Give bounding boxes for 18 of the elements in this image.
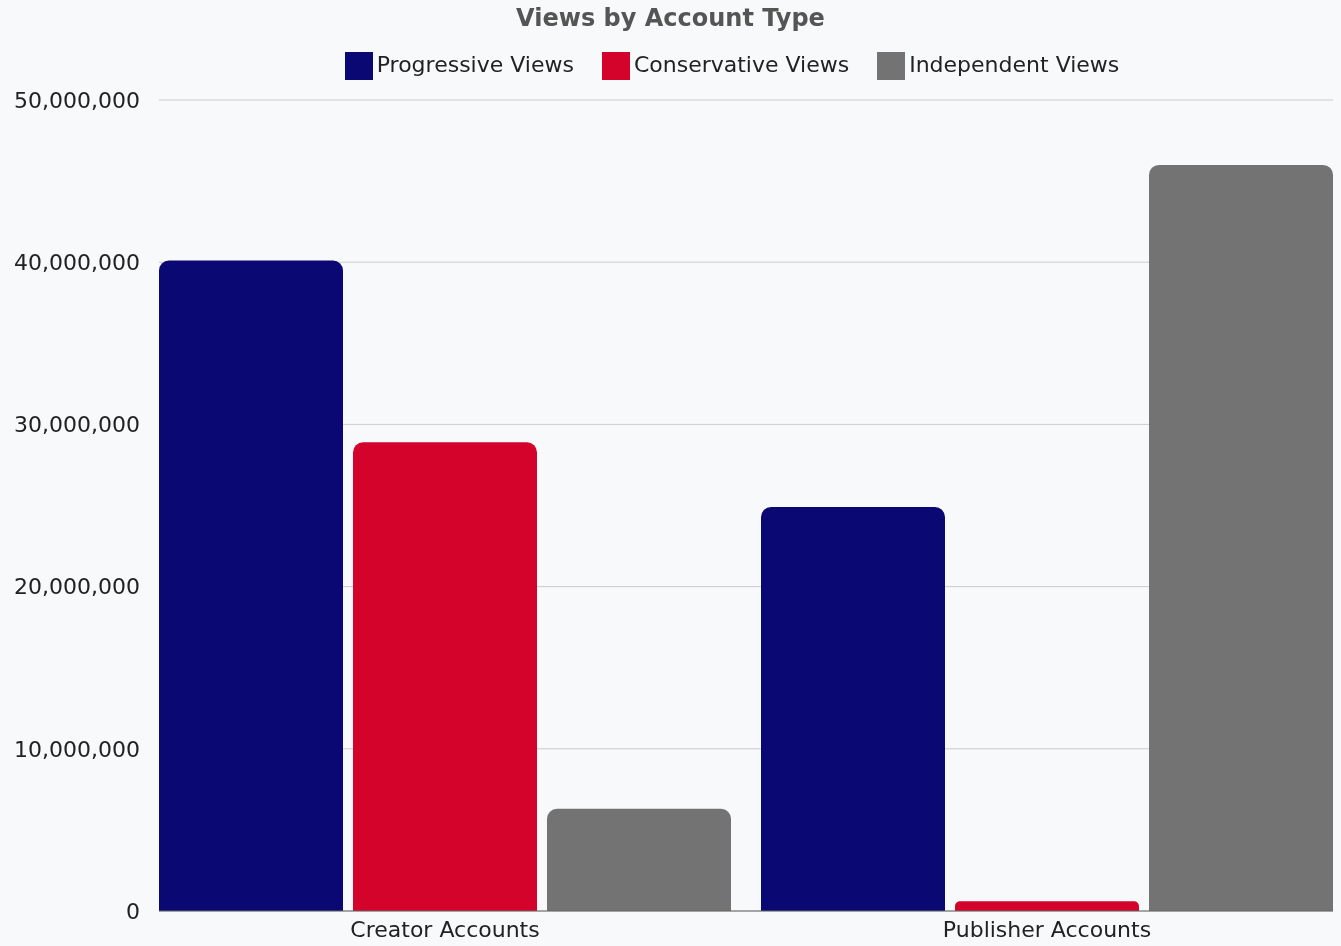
bar <box>955 901 1139 911</box>
y-tick-label: 20,000,000 <box>14 574 140 600</box>
y-tick-label: 10,000,000 <box>14 736 140 762</box>
y-tick-label: 40,000,000 <box>14 250 140 276</box>
y-tick-label: 30,000,000 <box>14 412 140 438</box>
legend-label: Independent Views <box>909 52 1120 77</box>
bar <box>761 507 945 911</box>
y-tick-label: 50,000,000 <box>14 87 140 113</box>
y-tick-label: 0 <box>126 898 140 924</box>
legend-label: Conservative Views <box>633 52 850 77</box>
x-tick-label: Creator Accounts <box>350 916 540 942</box>
bar <box>353 442 537 911</box>
chart-title: Views by Account Type <box>515 4 826 32</box>
bar <box>1149 164 1333 911</box>
bar <box>547 808 731 911</box>
bar <box>159 260 343 911</box>
x-tick-label: Publisher Accounts <box>942 916 1152 942</box>
legend-label: Progressive Views <box>376 52 574 77</box>
